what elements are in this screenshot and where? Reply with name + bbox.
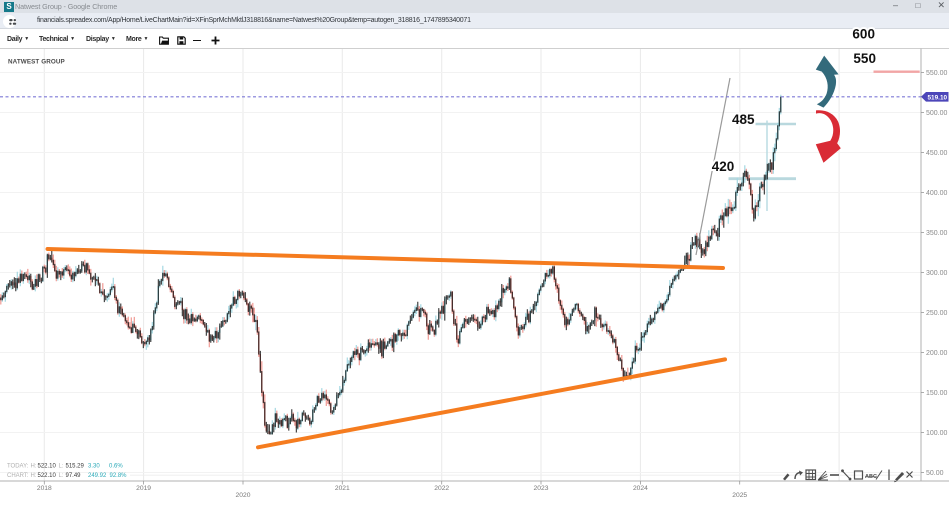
svg-text:350.00: 350.00 xyxy=(926,230,948,237)
svg-text:200.00: 200.00 xyxy=(926,350,948,357)
svg-text:50.00: 50.00 xyxy=(926,470,944,477)
svg-text:2021: 2021 xyxy=(335,485,350,492)
svg-text:600: 600 xyxy=(852,27,875,42)
svg-text:CHART:: CHART: xyxy=(7,473,29,479)
svg-text:420: 420 xyxy=(712,159,735,174)
svg-text:100.00: 100.00 xyxy=(926,430,948,437)
svg-text:485: 485 xyxy=(732,112,755,127)
svg-text:0.6%: 0.6% xyxy=(109,464,123,470)
svg-text:3.30: 3.30 xyxy=(88,464,100,470)
svg-text:2024: 2024 xyxy=(633,485,648,492)
svg-text:300.00: 300.00 xyxy=(926,270,948,277)
svg-text:522.10: 522.10 xyxy=(38,473,57,479)
svg-text:2025: 2025 xyxy=(732,492,747,499)
svg-text:249.92: 249.92 xyxy=(88,473,107,479)
svg-text:L:: L: xyxy=(59,464,64,470)
svg-text:L:: L: xyxy=(59,473,64,479)
svg-text:2019: 2019 xyxy=(136,485,151,492)
svg-text:150.00: 150.00 xyxy=(926,390,948,397)
svg-text:H:: H: xyxy=(31,464,37,470)
svg-text:H:: H: xyxy=(31,473,37,479)
svg-text:97.49: 97.49 xyxy=(66,473,82,479)
svg-text:2022: 2022 xyxy=(434,485,449,492)
svg-text:ABC: ABC xyxy=(865,474,877,480)
svg-text:TODAY:: TODAY: xyxy=(7,464,29,470)
svg-text:450.00: 450.00 xyxy=(926,150,948,157)
svg-text:92.8%: 92.8% xyxy=(110,473,128,479)
svg-text:NATWEST GROUP: NATWEST GROUP xyxy=(8,58,65,65)
svg-text:522.10: 522.10 xyxy=(38,464,57,470)
svg-text:2018: 2018 xyxy=(37,485,52,492)
svg-text:550: 550 xyxy=(853,51,876,66)
svg-text:515.29: 515.29 xyxy=(66,464,85,470)
svg-text:2020: 2020 xyxy=(236,492,251,499)
svg-text:519.10: 519.10 xyxy=(928,94,948,101)
svg-text:2023: 2023 xyxy=(534,485,549,492)
svg-text:550.00: 550.00 xyxy=(926,70,948,77)
svg-text:250.00: 250.00 xyxy=(926,310,948,317)
svg-text:400.00: 400.00 xyxy=(926,190,948,197)
svg-text:500.00: 500.00 xyxy=(926,110,948,117)
